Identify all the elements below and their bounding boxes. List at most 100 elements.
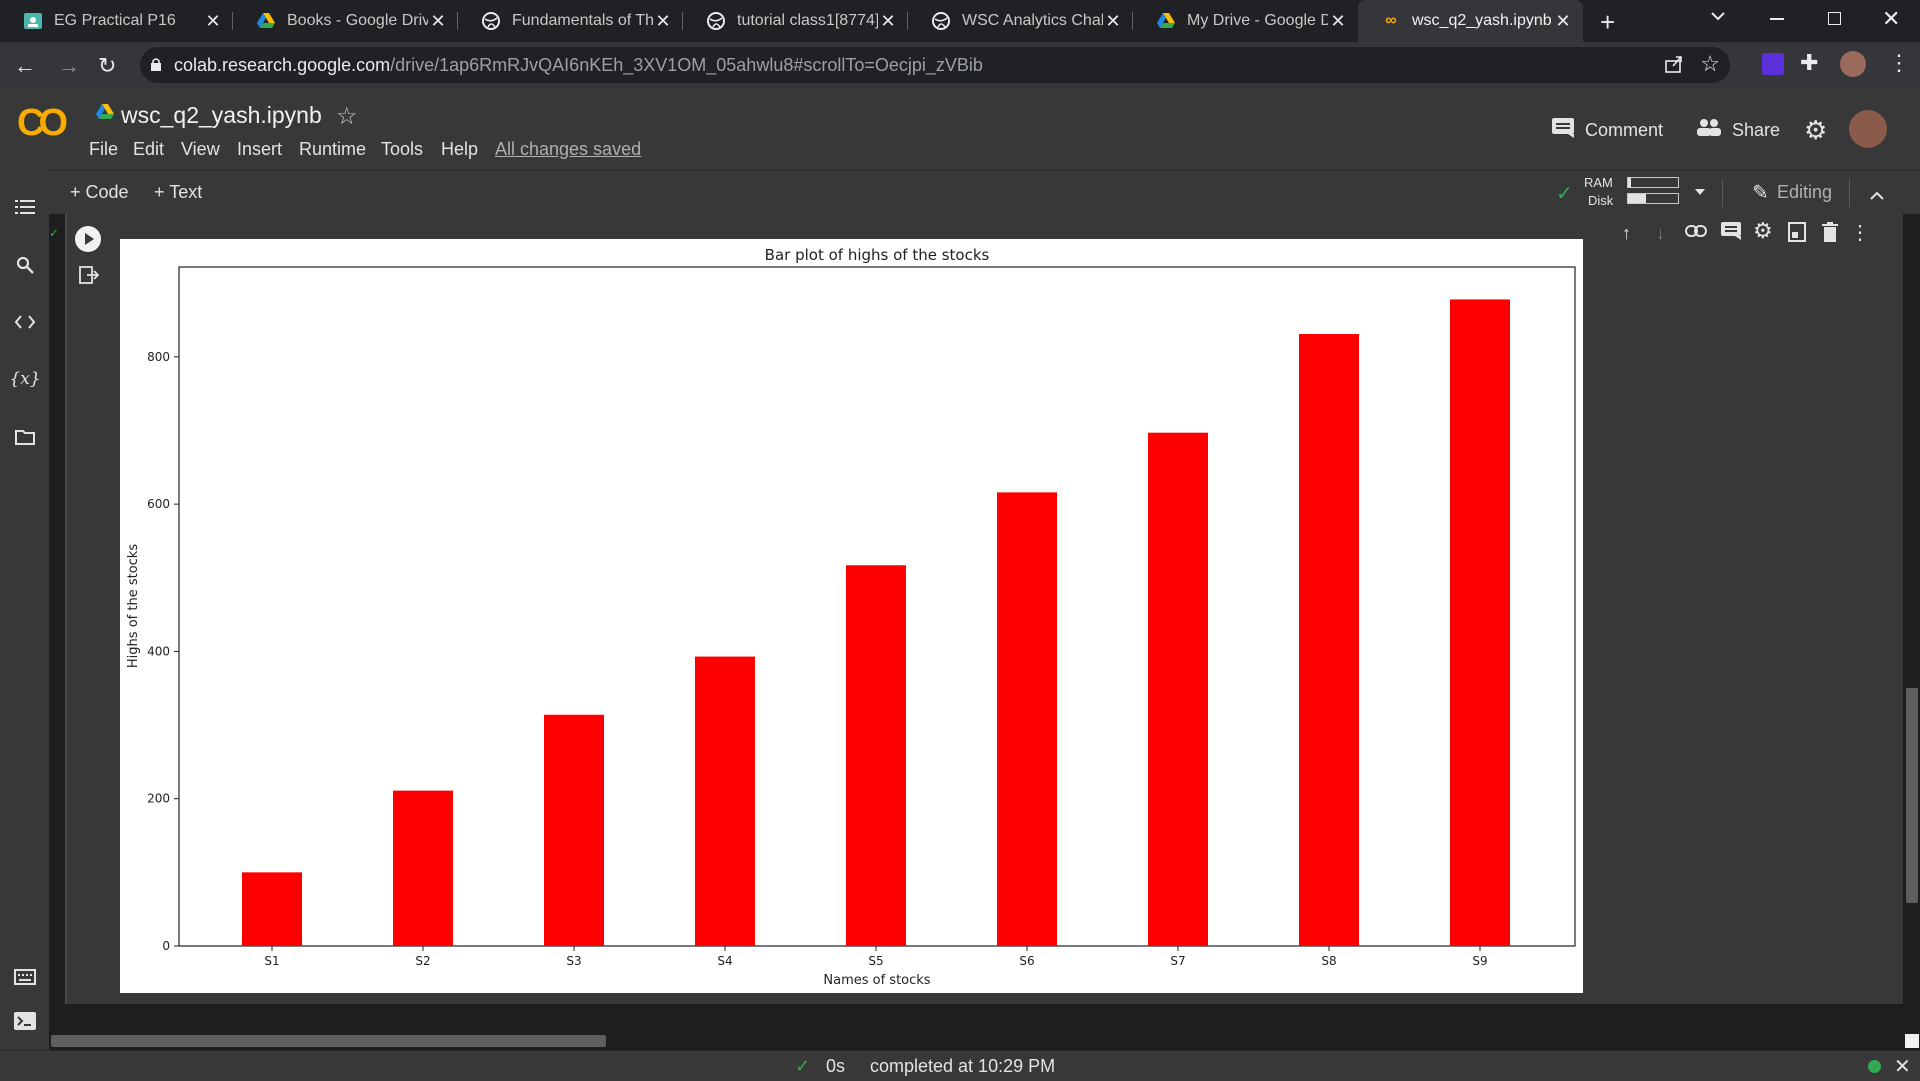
close-icon[interactable]: ✕ xyxy=(1330,10,1346,31)
close-icon[interactable]: ✕ xyxy=(205,10,221,31)
tab-search-icon[interactable] xyxy=(1710,8,1726,29)
collapse-header-icon[interactable] xyxy=(1869,187,1885,205)
reload-icon[interactable]: ↻ xyxy=(98,53,117,78)
browser-tab[interactable]: My Drive - Google Dri ✕ xyxy=(1133,0,1358,42)
status-check-icon: ✓ xyxy=(795,1056,811,1076)
x-axis-ticks: S1 S2 S3 S4 S5 S6 S7 S8 S9 xyxy=(264,946,1488,968)
new-tab-icon[interactable]: + xyxy=(1600,7,1616,37)
forward-icon[interactable]: → xyxy=(58,53,80,78)
add-code-button[interactable]: + Code xyxy=(70,182,129,202)
browser-tab[interactable]: Fundamentals of Ther ✕ xyxy=(458,0,683,42)
bar-s1 xyxy=(242,872,302,946)
horizontal-scrollbar[interactable] xyxy=(51,1035,606,1047)
comment-icon xyxy=(1552,118,1574,143)
cell-settings-icon[interactable]: ⚙ xyxy=(1753,218,1773,243)
scroll-corner-box xyxy=(1905,1034,1919,1048)
puzzle-extensions-icon[interactable]: ✚ xyxy=(1800,50,1819,75)
menu-help[interactable]: Help xyxy=(441,139,479,159)
x-axis-label: Names of stocks xyxy=(823,973,930,988)
bookmark-star-icon[interactable]: ☆ xyxy=(1700,51,1720,76)
x-tick-label: S3 xyxy=(566,954,581,968)
menu-view[interactable]: View xyxy=(181,139,220,159)
back-icon[interactable]: ← xyxy=(14,53,36,78)
menu-runtime[interactable]: Runtime xyxy=(299,139,367,159)
link-icon[interactable] xyxy=(1685,224,1707,242)
menu-tools[interactable]: Tools xyxy=(381,139,424,159)
more-options-icon[interactable]: ⋮ xyxy=(1850,222,1870,244)
runtime-dropdown-icon[interactable] xyxy=(1695,189,1705,195)
bar-s2 xyxy=(393,790,453,946)
gear-icon[interactable]: ⚙ xyxy=(1804,115,1828,145)
tab-separator xyxy=(1132,12,1133,30)
browser-tab[interactable]: WSC Analytics Challen ✕ xyxy=(908,0,1133,42)
y-tick-label: 800 xyxy=(147,350,170,364)
runtime-status-dot xyxy=(1868,1060,1881,1073)
pencil-icon: ✎ xyxy=(1752,182,1769,204)
ram-label: RAM xyxy=(1584,175,1613,190)
editing-mode-button[interactable]: Editing xyxy=(1777,182,1833,202)
menu-insert[interactable]: Insert xyxy=(237,139,283,159)
address-bar-row: ← → ↻ colab.research.google.com/drive/1a… xyxy=(0,42,1920,88)
command-palette-icon[interactable] xyxy=(12,964,38,990)
window-close-icon[interactable]: ✕ xyxy=(1882,6,1901,31)
save-status-link[interactable]: All changes saved xyxy=(495,139,642,159)
code-snippets-icon[interactable] xyxy=(12,309,38,335)
completion-text: completed at 10:29 PM xyxy=(870,1056,1056,1076)
browser-tab[interactable]: Books - Google Drive ✕ xyxy=(233,0,458,42)
tab-label: wsc_q2_yash.ipynb - C xyxy=(1412,12,1553,29)
status-bar: ✓ 0s completed at 10:29 PM ✕ xyxy=(0,1050,1920,1081)
colab-logo[interactable]: CO xyxy=(17,102,68,144)
share-page-icon[interactable] xyxy=(1664,54,1684,79)
close-icon[interactable]: ✕ xyxy=(1555,10,1571,31)
browser-tab[interactable]: EG Practical P16 ✕ xyxy=(0,0,233,42)
left-cell-strip xyxy=(65,214,67,1004)
tab-label: WSC Analytics Challen xyxy=(962,12,1103,29)
star-icon[interactable]: ☆ xyxy=(336,103,358,130)
ram-meter[interactable] xyxy=(1627,177,1679,188)
y-axis-label: Highs of the stocks xyxy=(126,544,141,668)
execution-duration: 0s xyxy=(826,1056,846,1076)
move-cell-up-icon[interactable]: ↑ xyxy=(1622,223,1631,243)
minimize-icon[interactable] xyxy=(1770,18,1784,20)
drive-icon xyxy=(257,12,275,30)
add-text-button[interactable]: + Text xyxy=(154,182,203,202)
disk-meter[interactable] xyxy=(1627,193,1679,204)
extension-icon[interactable] xyxy=(1762,53,1784,75)
classroom-icon xyxy=(24,12,42,30)
search-icon[interactable] xyxy=(12,252,38,278)
people-icon xyxy=(1697,118,1721,141)
tab-label: Fundamentals of Ther xyxy=(512,12,653,29)
browser-menu-icon[interactable]: ⋮ xyxy=(1888,50,1910,75)
close-icon[interactable]: ✕ xyxy=(1105,10,1121,31)
notebook-title[interactable]: wsc_q2_yash.ipynb xyxy=(121,102,322,128)
vertical-scrollbar[interactable] xyxy=(1906,688,1918,903)
variables-icon[interactable]: {x} xyxy=(9,369,41,389)
folder-icon[interactable] xyxy=(12,424,38,450)
mirror-cell-icon[interactable] xyxy=(1788,222,1806,247)
tab-separator xyxy=(232,12,233,30)
browser-tab[interactable]: tutorial class1[8774].p ✕ xyxy=(683,0,908,42)
delete-cell-icon[interactable] xyxy=(1822,222,1838,247)
x-tick-label: S6 xyxy=(1019,954,1034,968)
terminal-icon[interactable] xyxy=(12,1008,38,1034)
restore-icon[interactable] xyxy=(1828,12,1841,25)
table-of-contents-icon[interactable] xyxy=(12,194,38,220)
account-avatar[interactable] xyxy=(1849,110,1887,148)
close-icon[interactable]: ✕ xyxy=(655,10,671,31)
comment-button[interactable]: Comment xyxy=(1585,120,1664,140)
left-sidebar: {x} xyxy=(0,170,49,1050)
run-cell-button[interactable] xyxy=(75,226,101,252)
url-field[interactable]: colab.research.google.com/drive/1ap6RmRJ… xyxy=(140,47,1730,83)
tab-separator xyxy=(682,12,683,30)
close-icon[interactable]: ✕ xyxy=(880,10,896,31)
move-cell-down-icon[interactable]: ↓ xyxy=(1656,223,1665,243)
comment-cell-icon[interactable] xyxy=(1721,222,1741,245)
share-button[interactable]: Share xyxy=(1732,120,1781,140)
profile-avatar[interactable] xyxy=(1840,51,1866,77)
close-status-icon[interactable]: ✕ xyxy=(1894,1056,1911,1078)
output-actions-icon[interactable] xyxy=(79,266,100,289)
menu-file[interactable]: File xyxy=(89,139,119,159)
browser-tab-active[interactable]: ∞ wsc_q2_yash.ipynb - C ✕ xyxy=(1358,0,1583,42)
close-icon[interactable]: ✕ xyxy=(430,10,446,31)
menu-edit[interactable]: Edit xyxy=(133,139,165,159)
